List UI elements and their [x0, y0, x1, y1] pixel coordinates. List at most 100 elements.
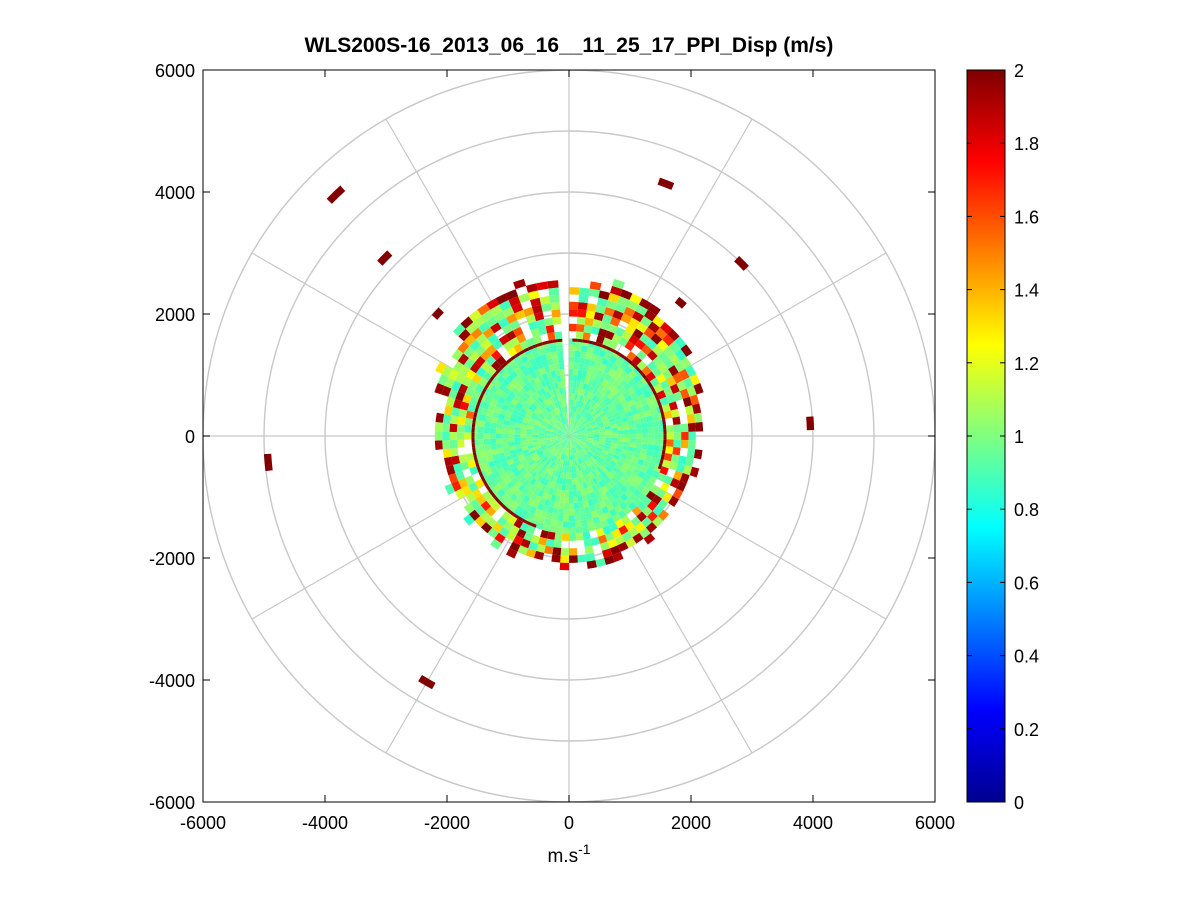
core-cell [574, 438, 580, 443]
band-cell [653, 383, 664, 394]
core-cell [580, 439, 587, 443]
core-cell [619, 361, 628, 371]
sparse-return [418, 674, 436, 690]
core-cell [559, 452, 563, 459]
core-cell [560, 393, 564, 401]
core-cell [625, 410, 633, 418]
core-cell [594, 502, 602, 511]
core-cell [505, 497, 515, 507]
core-cell [551, 455, 557, 462]
band-cell [523, 531, 534, 542]
band-cell [452, 463, 463, 473]
core-edge-cell [478, 471, 484, 478]
core-cell [564, 405, 568, 412]
core-cell [546, 425, 553, 430]
core-cell [557, 381, 563, 389]
band-cell [452, 323, 466, 337]
core-cell [563, 436, 569, 439]
core-cell [543, 518, 552, 526]
core-cell [590, 445, 598, 450]
core-cell [520, 437, 527, 442]
core-cell [483, 438, 491, 445]
core-cell [592, 428, 600, 432]
band-cell [487, 333, 499, 345]
band-cell [471, 373, 483, 384]
band-cell [507, 347, 518, 358]
band-cell [576, 316, 586, 325]
core-cell [577, 422, 583, 428]
core-cell [616, 444, 624, 450]
band-cell [456, 439, 465, 448]
band-cell [487, 527, 499, 539]
core-cell [605, 411, 613, 418]
core-edge-cell [494, 496, 500, 503]
band-cell [485, 344, 497, 356]
band-cell [689, 466, 700, 478]
core-cell [543, 479, 550, 487]
core-cell [559, 427, 565, 432]
band-cell [467, 459, 477, 469]
band-cell [490, 304, 503, 316]
core-cell [619, 413, 628, 420]
core-cell [533, 391, 541, 399]
core-cell [563, 432, 569, 436]
core-cell [583, 475, 589, 482]
core-cell [510, 398, 519, 406]
band-cell [585, 552, 596, 562]
core-cell [541, 491, 549, 500]
core-cell [559, 439, 565, 445]
core-cell [526, 408, 534, 415]
core-cell [561, 425, 566, 432]
core-cell [559, 440, 565, 445]
core-cell [623, 458, 632, 466]
grid-ring [324, 191, 814, 681]
core-cell [535, 521, 544, 530]
core-cell [544, 430, 552, 433]
band-cell [461, 376, 472, 387]
core-cell [596, 355, 604, 364]
core-cell [571, 453, 575, 461]
band-cell [469, 396, 479, 406]
core-cell [596, 447, 603, 453]
core-cell [537, 415, 544, 421]
core-edge-cell [471, 432, 475, 438]
core-cell [567, 436, 569, 442]
core-cell [480, 407, 488, 416]
core-cell [602, 396, 610, 404]
core-cell [545, 459, 552, 466]
core-cell [478, 444, 485, 452]
core-cell [614, 391, 622, 399]
core-cell [480, 456, 488, 465]
core-edge-cell [644, 377, 650, 384]
core-cell [556, 520, 564, 528]
core-cell [578, 443, 584, 449]
core-cell [519, 408, 527, 415]
core-cell [500, 472, 509, 481]
core-edge-cell [582, 339, 588, 344]
core-cell [615, 480, 624, 489]
core-cell [580, 431, 588, 434]
x-axis-label-sup: -1 [578, 841, 591, 857]
core-cell [594, 482, 602, 490]
core-cell [537, 405, 544, 412]
core-edge-cell [605, 346, 612, 352]
core-cell [615, 383, 624, 392]
band-cell [520, 538, 531, 549]
core-cell [598, 350, 607, 358]
core-cell [539, 443, 547, 448]
core-cell [617, 510, 627, 519]
band-cell [569, 547, 578, 556]
core-cell [544, 451, 551, 457]
core-cell [642, 433, 649, 439]
core-cell [580, 376, 586, 384]
band-cell [450, 415, 459, 425]
core-cell [588, 385, 595, 393]
band-cell [668, 461, 678, 471]
band-cell [575, 331, 584, 340]
band-cell [511, 303, 524, 314]
core-cell [562, 405, 566, 413]
core-cell [568, 442, 569, 449]
core-cell [543, 417, 550, 423]
core-cell [573, 446, 578, 453]
core-cell [569, 436, 571, 442]
